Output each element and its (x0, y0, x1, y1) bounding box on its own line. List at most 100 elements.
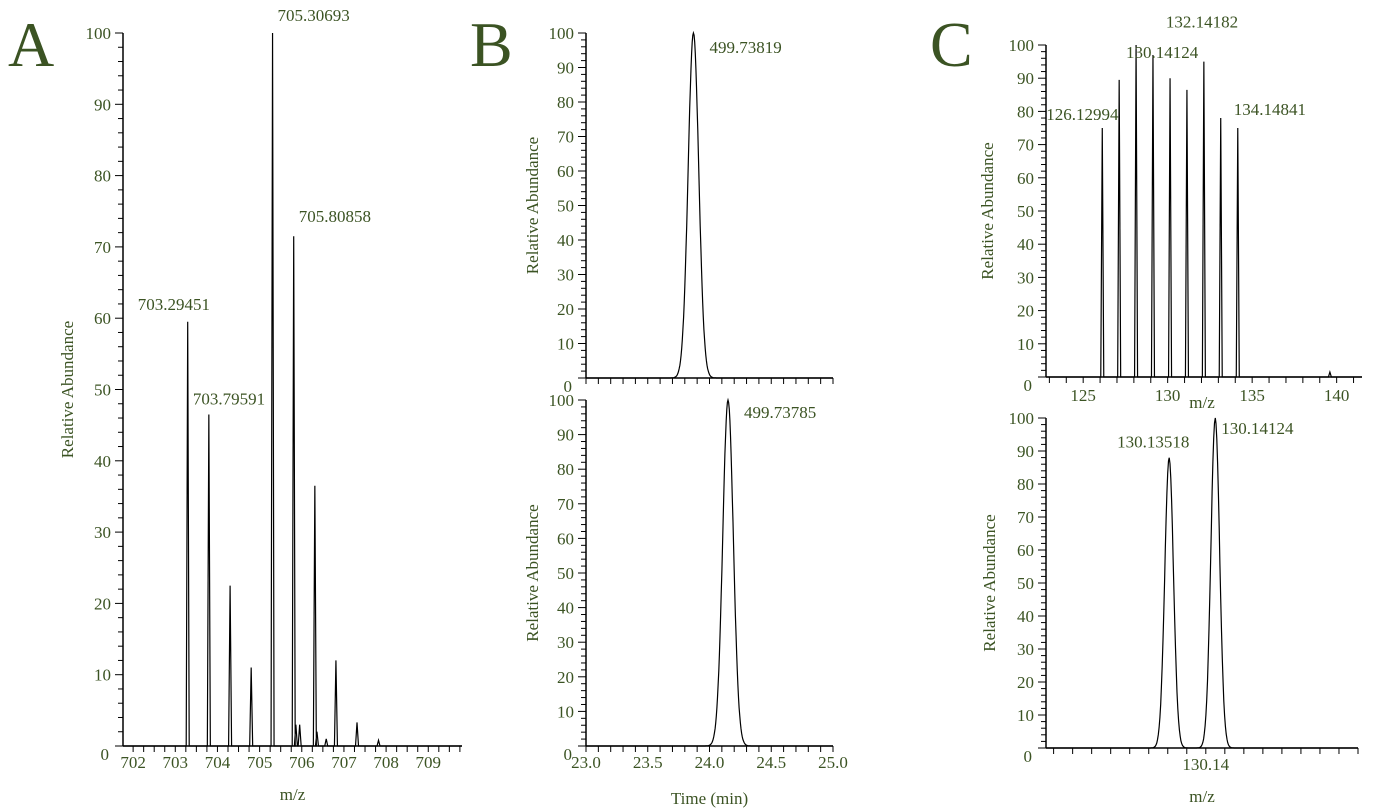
y-tick-label: 60 (1017, 541, 1034, 560)
x-axis-label: m/z (1189, 787, 1215, 806)
x-tick-label: 702 (120, 753, 146, 772)
x-tick-label: 709 (416, 753, 442, 772)
y-tick-label: 40 (94, 452, 111, 471)
y-tick-label: 10 (94, 666, 111, 685)
y-tick-label: 60 (94, 309, 111, 328)
x-tick-label: 135 (1239, 386, 1265, 405)
y-tick-label: 50 (557, 564, 574, 583)
x-tick-label: 25.0 (818, 753, 848, 772)
spectrum-trace (123, 32, 462, 747)
y-tick-label: 0 (1024, 376, 1033, 395)
y-tick-label: 100 (549, 24, 575, 43)
chart-panel-c2: 0 10 20 30 40 50 60 70 80 90 100 130.14 m/z Relative … (980, 409, 1359, 806)
x-tick-label: 707 (331, 753, 357, 772)
y-axis-label: Relative Abundance (523, 137, 542, 274)
chart-panel-a: 0 10 20 30 40 50 60 70 80 90 100 702 703 704 705 706 707… (58, 6, 462, 804)
peak-annotation: 499.73819 (709, 38, 781, 57)
peak-annotation: 499.73785 (744, 403, 816, 422)
peak-annotation: 703.79591 (193, 389, 265, 408)
y-axis-label: Relative Abundance (978, 142, 997, 279)
y-tick-label: 30 (557, 266, 574, 285)
y-tick-label: 40 (1017, 607, 1034, 626)
y-tick-label: 90 (1017, 442, 1034, 461)
x-axis-label: m/z (1189, 393, 1215, 412)
chart-panel-c: 0 10 20 30 40 50 60 70 80 90 100 125 130 135 140 m/z Rel… (978, 13, 1362, 412)
y-tick-label: 0 (564, 377, 573, 396)
y-tick-label: 50 (1017, 574, 1034, 593)
x-tick-label: 140 (1324, 386, 1350, 405)
y-tick-label: 10 (1017, 706, 1034, 725)
peak-annotation: 126.12994 (1046, 105, 1119, 124)
spectrum-trace (586, 397, 833, 747)
y-tick-label: 10 (557, 702, 574, 721)
x-tick-label: 24.5 (756, 753, 786, 772)
y-tick-label: 50 (557, 197, 574, 216)
peak-annotation: 703.29451 (138, 295, 210, 314)
y-tick-label: 20 (557, 668, 574, 687)
y-tick-label: 80 (557, 93, 574, 112)
x-tick-label: 23.5 (633, 753, 663, 772)
x-tick-label: 708 (373, 753, 399, 772)
y-tick-label: 60 (557, 162, 574, 181)
y-tick-label: 70 (1017, 136, 1034, 155)
peak-annotation: 130.14124 (1221, 419, 1294, 438)
y-tick-label: 70 (557, 128, 574, 147)
y-tick-label: 30 (1017, 268, 1034, 287)
y-tick-label: 60 (557, 529, 574, 548)
x-tick-label: 130.14 (1182, 755, 1229, 774)
x-tick-label: 705 (247, 753, 273, 772)
y-tick-label: 0 (1024, 747, 1033, 766)
x-tick-label: 706 (289, 753, 315, 772)
y-tick-label: 100 (1009, 409, 1035, 428)
spectrum-trace (1046, 417, 1358, 749)
x-tick-label: 24.0 (695, 753, 725, 772)
spectrum-trace (586, 30, 833, 379)
spectrum-trace (1046, 44, 1362, 378)
peak-annotation: 130.14124 (1126, 43, 1199, 62)
y-tick-label: 100 (86, 24, 112, 43)
y-tick-label: 20 (1017, 673, 1034, 692)
y-tick-label: 90 (94, 95, 111, 114)
y-tick-label: 0 (564, 745, 573, 764)
y-tick-label: 80 (1017, 475, 1034, 494)
peak-annotation: 705.30693 (278, 6, 350, 25)
y-tick-label: 30 (557, 633, 574, 652)
y-tick-label: 10 (1017, 335, 1034, 354)
y-tick-label: 30 (1017, 640, 1034, 659)
y-tick-label: 10 (557, 335, 574, 354)
peak-annotation: 134.14841 (1234, 100, 1306, 119)
panel-letter-b: B (470, 9, 513, 80)
y-tick-label: 70 (94, 238, 111, 257)
y-tick-label: 100 (1009, 36, 1035, 55)
y-tick-label: 40 (557, 231, 574, 250)
y-tick-label: 60 (1017, 169, 1034, 188)
y-tick-label: 80 (557, 460, 574, 479)
y-tick-label: 20 (1017, 302, 1034, 321)
x-tick-label: 23.0 (571, 753, 601, 772)
y-tick-label: 80 (1017, 102, 1034, 121)
y-tick-label: 80 (94, 167, 111, 186)
panel-letter-a: A (8, 9, 54, 80)
y-tick-label: 20 (557, 300, 574, 319)
y-tick-label: 70 (557, 495, 574, 514)
y-axis-label: Relative Abundance (980, 514, 999, 651)
x-axis-label: Time (min) (671, 789, 748, 808)
y-tick-label: 100 (549, 391, 575, 410)
y-tick-label: 40 (557, 599, 574, 618)
x-axis-label: m/z (280, 785, 306, 804)
x-tick-label: 704 (205, 753, 231, 772)
y-axis-label: Relative Abundance (58, 321, 77, 458)
x-tick-label: 125 (1070, 386, 1096, 405)
y-axis-label: Relative Abundance (523, 504, 542, 641)
chart-panel-b: 0 10 20 30 40 50 60 70 80 90 100 Relative Abundance… (523, 24, 834, 396)
y-tick-label: 20 (94, 594, 111, 613)
y-tick-label: 30 (94, 523, 111, 542)
y-tick-label: 90 (1017, 69, 1034, 88)
peak-annotation: 130.13518 (1117, 433, 1189, 452)
y-tick-label: 50 (1017, 202, 1034, 221)
y-tick-label: 90 (557, 426, 574, 445)
x-tick-label: 703 (163, 753, 189, 772)
y-tick-label: 50 (94, 381, 111, 400)
chart-panel-b2: 0 10 20 30 40 50 60 70 80 90 100 23.0 23.5 24.0 24.5 25… (523, 391, 848, 808)
